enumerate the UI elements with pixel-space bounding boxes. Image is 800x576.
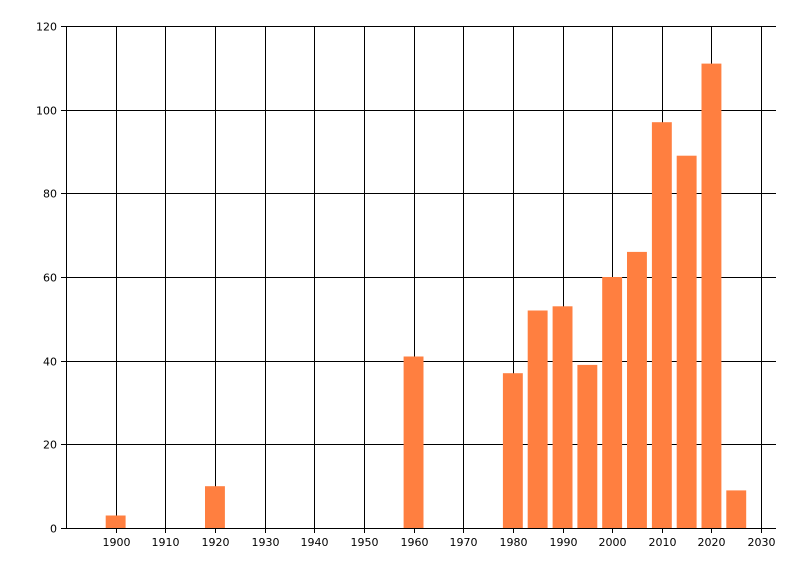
- bar: [726, 490, 747, 528]
- y-tick-label: 40: [43, 356, 57, 369]
- bar: [627, 251, 647, 528]
- x-tick-label: 1980: [500, 536, 528, 549]
- x-tick-label: 1970: [450, 536, 478, 549]
- x-tick-label: 1920: [202, 536, 230, 549]
- x-tick-label: 1960: [401, 536, 429, 549]
- bar: [527, 310, 548, 528]
- x-tick-label: 2000: [599, 536, 627, 549]
- x-tick-label: 2010: [649, 536, 677, 549]
- x-tick-label: 2030: [748, 536, 776, 549]
- x-tick-label: 1950: [351, 536, 379, 549]
- y-tick-label: 80: [43, 188, 57, 201]
- y-tick-label: 120: [36, 21, 57, 34]
- x-tick-label: 1990: [550, 536, 578, 549]
- bar: [602, 277, 623, 528]
- y-tick-label: 100: [36, 105, 57, 118]
- bar: [403, 356, 424, 528]
- axis-layer: [61, 26, 776, 533]
- y-tick-label: 60: [43, 272, 57, 285]
- x-tick-label: 1930: [252, 536, 280, 549]
- bar: [105, 515, 126, 528]
- x-tick-label: 1940: [301, 536, 329, 549]
- bar: [701, 63, 722, 528]
- bar: [205, 486, 225, 528]
- x-tick-label: 1900: [103, 536, 131, 549]
- bar: [676, 155, 697, 528]
- y-tick-label: 20: [43, 439, 57, 452]
- bar: [502, 373, 523, 528]
- bar-layer: [105, 63, 747, 528]
- x-tick-label: 2020: [698, 536, 726, 549]
- bar: [577, 364, 598, 528]
- label-layer: 0 20 40 60 80 100 120 1900 1910 1920 1930 1940 1950 1…: [36, 21, 776, 550]
- bar: [651, 122, 672, 528]
- y-tick-label: 0: [50, 523, 57, 536]
- bar: [552, 306, 573, 528]
- x-tick-label: 1910: [152, 536, 180, 549]
